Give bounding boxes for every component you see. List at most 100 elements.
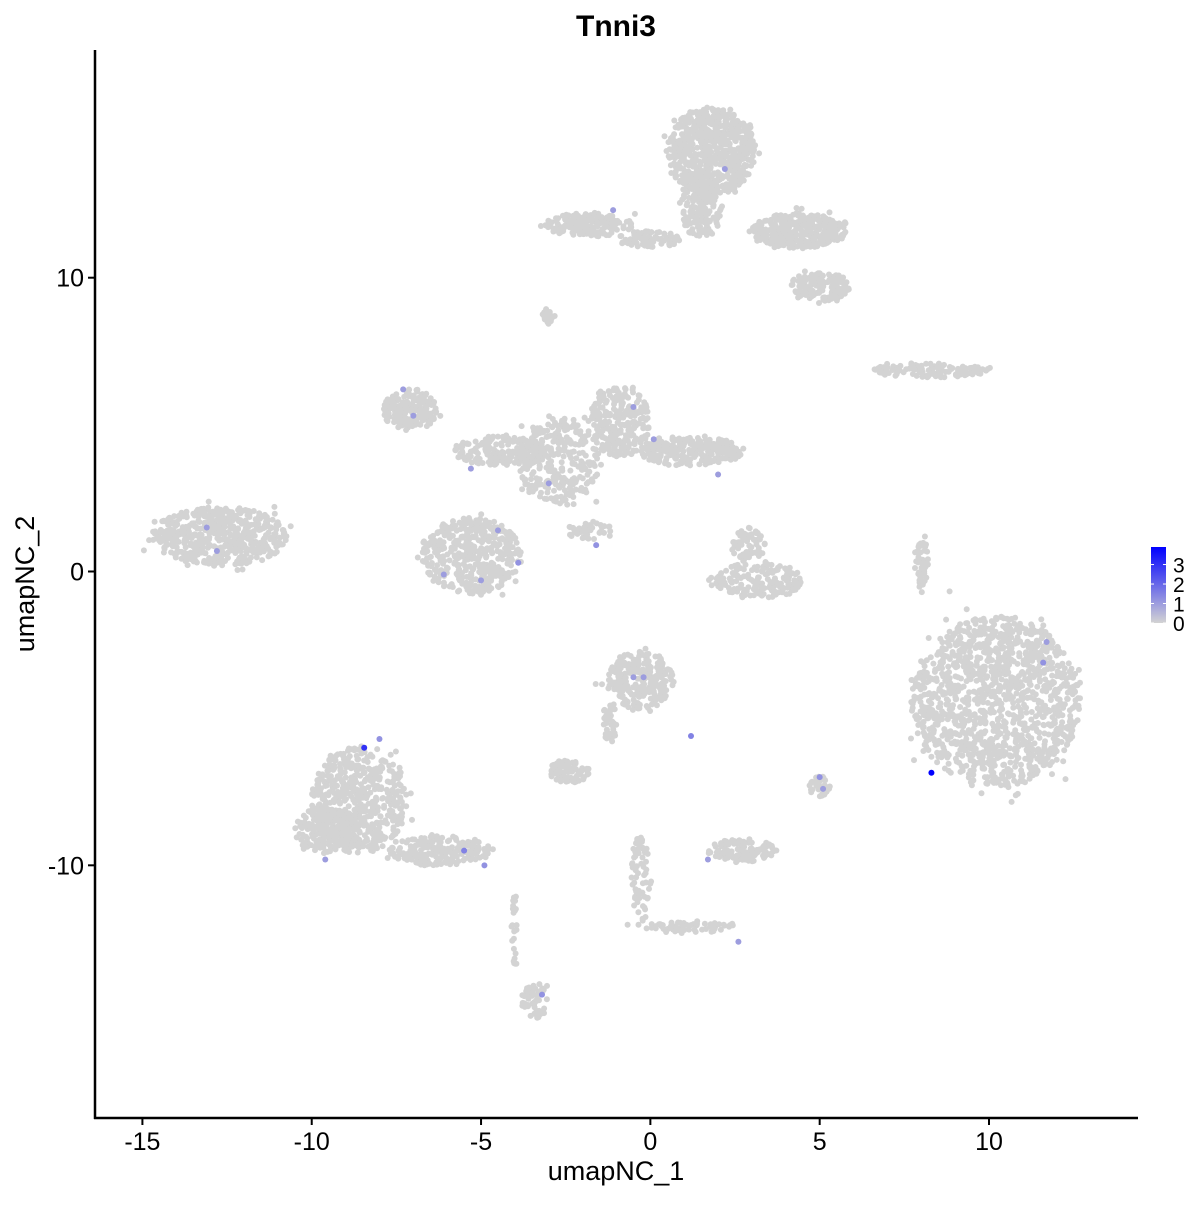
- cell-point: [668, 153, 675, 160]
- cell-point: [1018, 761, 1024, 768]
- cell-point: [566, 219, 573, 226]
- cell-point: [161, 544, 168, 551]
- cell-point: [708, 574, 715, 581]
- cell-point: [426, 571, 433, 578]
- cell-point: [735, 125, 742, 132]
- cell-point: [484, 546, 491, 553]
- cell-point: [800, 231, 807, 238]
- cell-point: [613, 385, 620, 392]
- cell-point: [790, 587, 797, 594]
- cell-point: [590, 211, 597, 218]
- cell-point: [622, 409, 629, 416]
- cell-point: [437, 556, 444, 563]
- cell-point: [263, 514, 270, 520]
- cell-point: [928, 753, 935, 760]
- cell-point: [238, 560, 245, 567]
- cell-point: [690, 198, 697, 205]
- cell-point: [914, 730, 921, 737]
- cell-point: [1067, 712, 1074, 719]
- cell-point: [930, 660, 937, 667]
- cell-point: [427, 539, 434, 546]
- cell-point: [809, 273, 816, 280]
- cell-point: [681, 440, 688, 447]
- cell-point: [451, 539, 458, 546]
- cell-point: [639, 451, 646, 458]
- cell-point: [554, 220, 561, 227]
- cell-point: [502, 545, 508, 552]
- cell-point: [271, 510, 278, 517]
- cell-point: [460, 515, 467, 522]
- cell-point: [232, 512, 239, 519]
- cell-point: [1049, 771, 1055, 778]
- cell-point: [593, 439, 600, 446]
- cell-point: [781, 218, 788, 225]
- cell-point: [1034, 683, 1041, 690]
- cell-point: [594, 219, 601, 226]
- cell-point: [676, 137, 683, 144]
- cell-point: [748, 162, 755, 169]
- cell-point: [797, 579, 804, 586]
- cell-point: [228, 531, 234, 538]
- cell-point: [784, 584, 791, 591]
- cell-point: [671, 117, 678, 124]
- cell-point: [791, 580, 798, 587]
- cell-point: [560, 453, 567, 460]
- cell-point: [722, 150, 729, 157]
- cell-point: [417, 414, 424, 421]
- cell-point: [701, 157, 708, 164]
- cell-point: [810, 234, 817, 241]
- cell-point: [689, 438, 696, 445]
- cell-point: [606, 451, 613, 458]
- cell-point: [729, 119, 736, 126]
- cell-point: [491, 461, 498, 468]
- cell-point: [696, 179, 703, 186]
- cell-point: [545, 460, 552, 467]
- cell-point: [469, 588, 476, 595]
- cell-point: [572, 441, 579, 448]
- cell-point: [817, 285, 824, 292]
- cell-point: [206, 530, 213, 536]
- cell-point: [821, 297, 828, 304]
- cell-point: [665, 461, 672, 468]
- cell-point: [490, 572, 497, 579]
- cell-point: [671, 143, 678, 149]
- cell-point: [588, 231, 594, 238]
- cell-point: [459, 443, 466, 450]
- cell-point: [640, 414, 647, 421]
- cell-point: [196, 531, 203, 538]
- cell-point: [1061, 747, 1068, 754]
- cell-point: [446, 534, 453, 541]
- cell-point: [838, 235, 845, 242]
- cell-point: [183, 512, 190, 519]
- cell-point: [740, 445, 747, 452]
- cell-point: [732, 134, 739, 141]
- cell-point: [1036, 752, 1043, 759]
- cell-point: [784, 233, 791, 240]
- cell-point: [706, 153, 713, 160]
- cell-point: [505, 458, 512, 465]
- cell-point: [1028, 735, 1035, 742]
- cell-point: [530, 424, 537, 431]
- cell-point: [714, 222, 721, 229]
- cell-point: [234, 531, 241, 538]
- cell-point: [205, 498, 212, 505]
- cell-point: [811, 216, 817, 223]
- cell-point: [477, 515, 484, 522]
- cell-point: [455, 454, 462, 461]
- cell-point: [434, 529, 441, 536]
- chart-title: Tnni3: [576, 10, 656, 43]
- cell-point: [470, 565, 477, 572]
- cell-point: [771, 223, 778, 230]
- cell-point: [642, 401, 649, 408]
- cell-point: [672, 168, 679, 175]
- cell-point: [260, 536, 267, 543]
- cell-point: [740, 120, 747, 127]
- cell-point: [728, 125, 735, 132]
- cell-point: [579, 475, 586, 482]
- cell-point: [488, 585, 495, 592]
- cell-point: [572, 227, 579, 234]
- cell-point: [682, 158, 689, 165]
- cell-point: [410, 398, 417, 404]
- cell-point: [595, 230, 602, 237]
- cell-point: [790, 276, 797, 283]
